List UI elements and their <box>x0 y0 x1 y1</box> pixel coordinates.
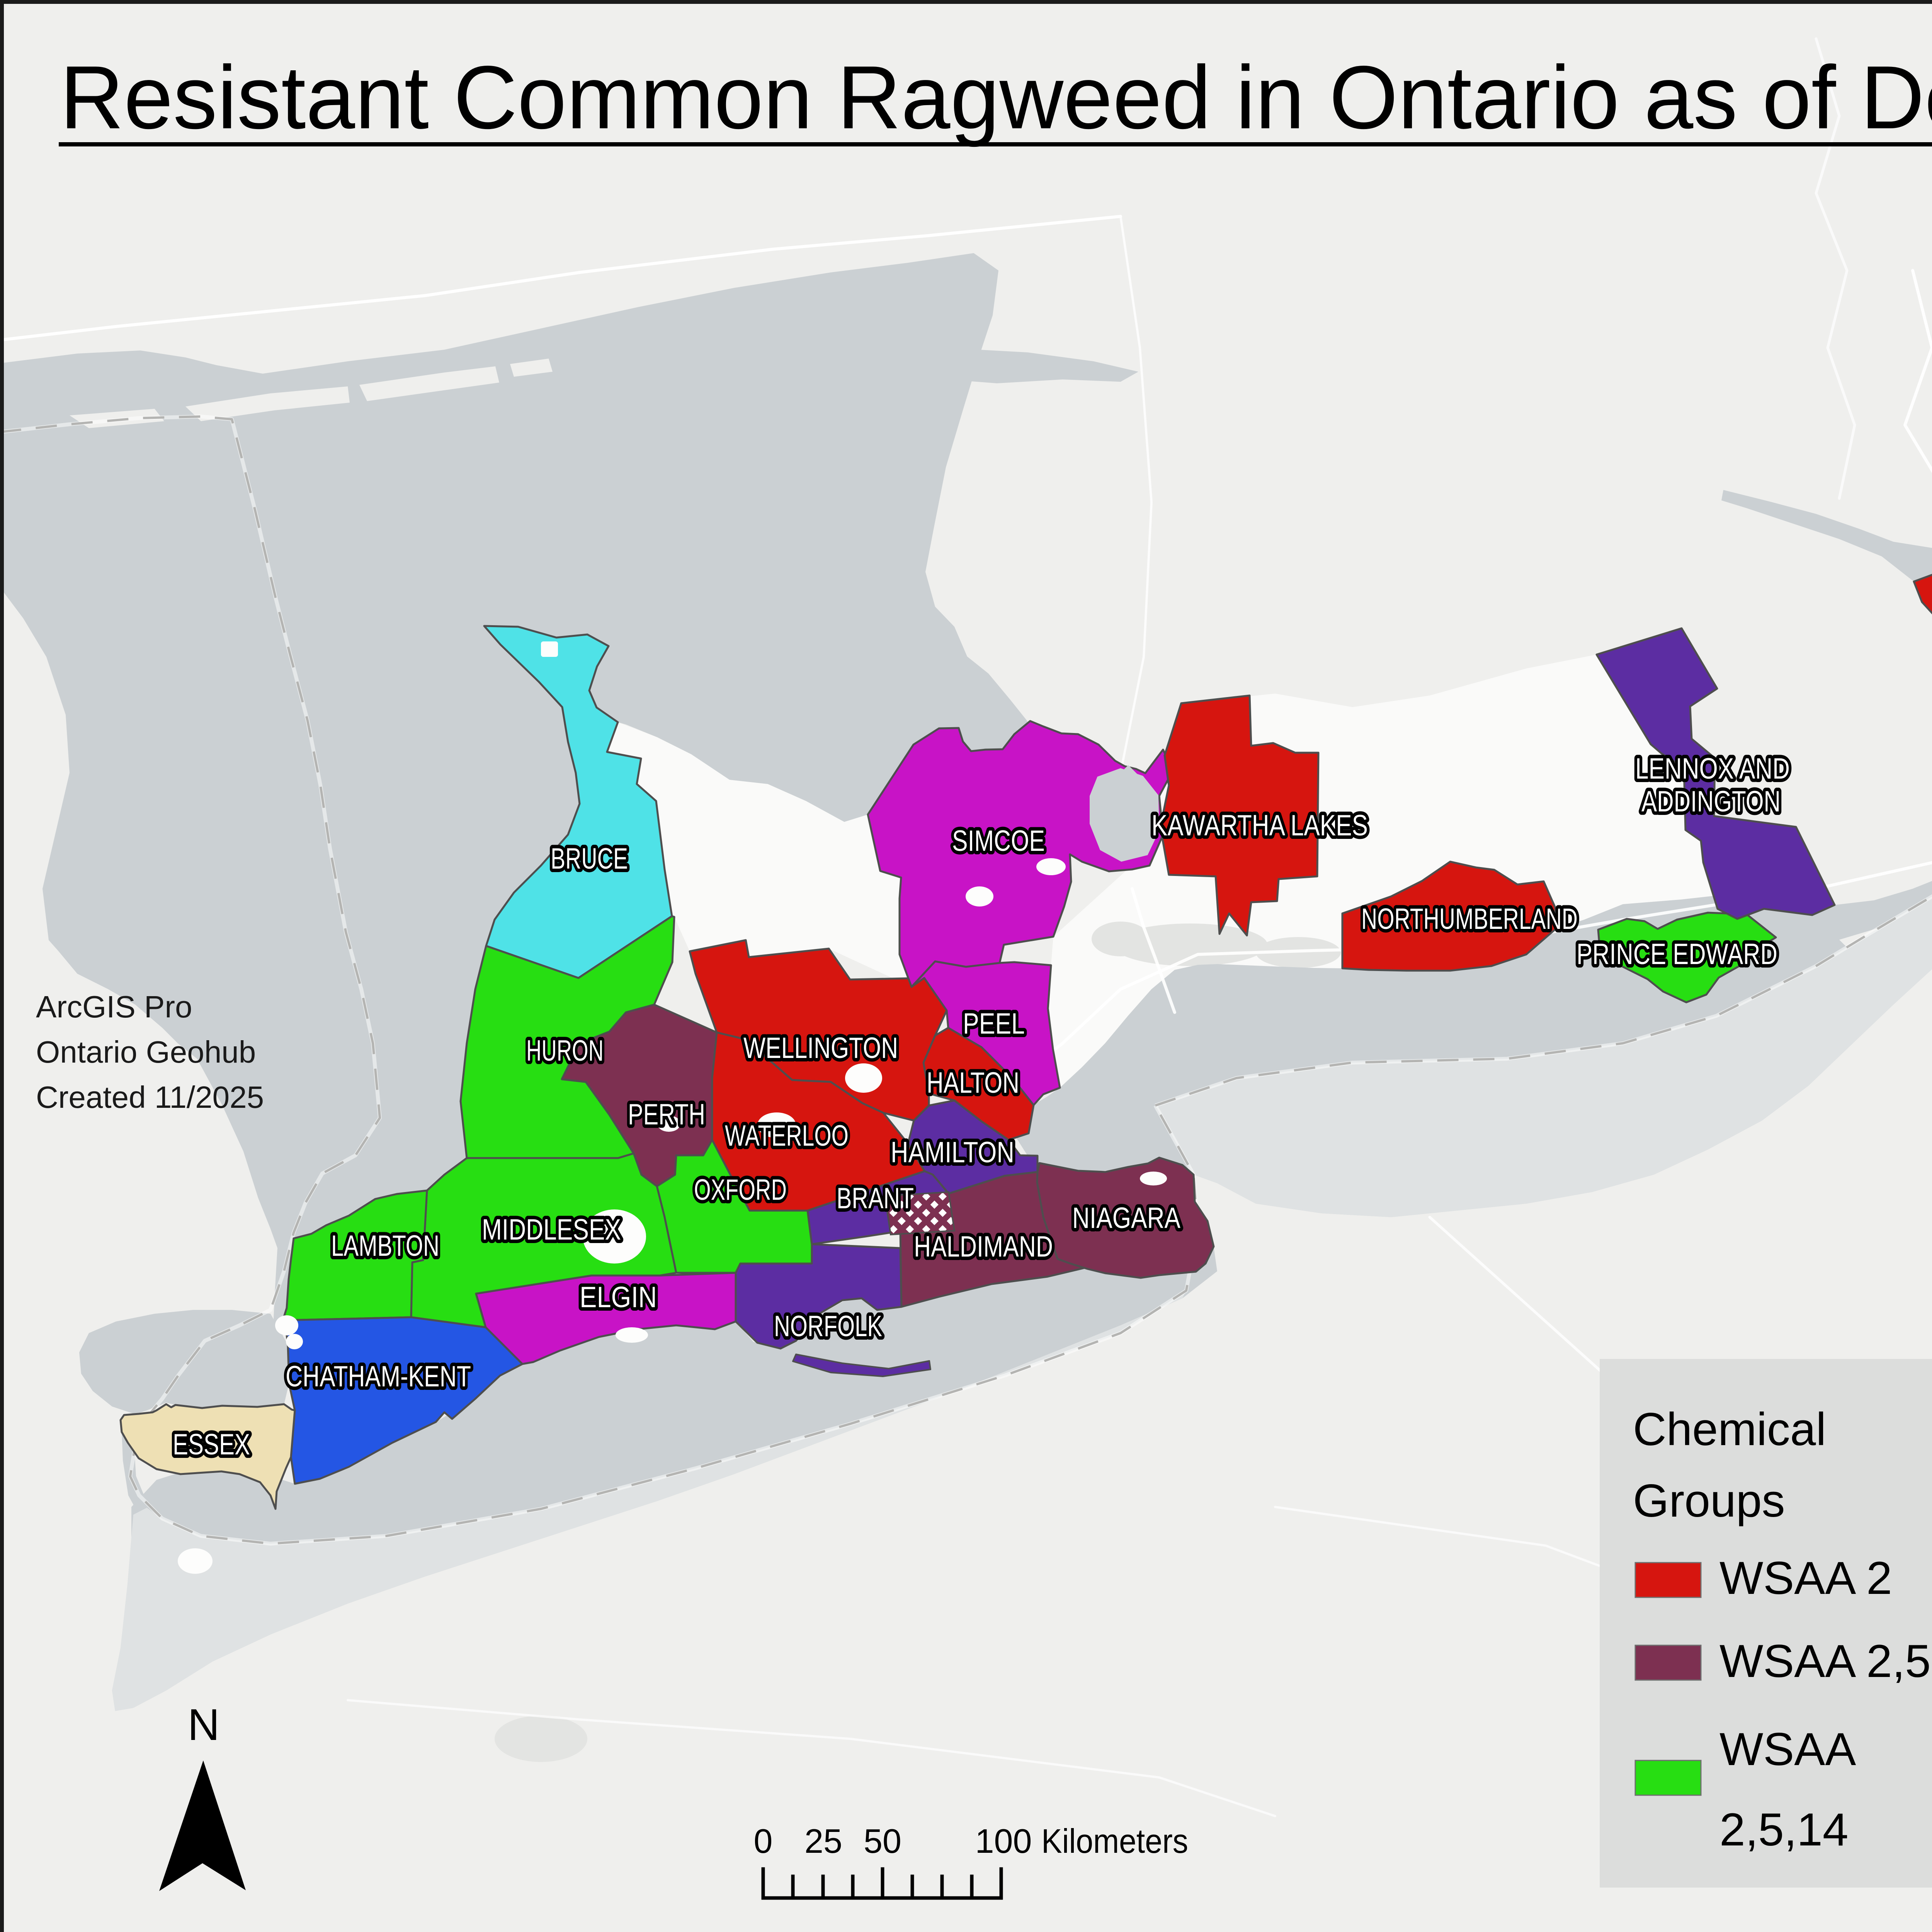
svg-text:BRUCE: BRUCE <box>551 842 628 875</box>
svg-text:PEEL: PEEL <box>963 1007 1025 1040</box>
svg-text:ELGIN: ELGIN <box>580 1281 657 1314</box>
svg-text:100: 100 <box>975 1822 1032 1860</box>
svg-text:WSAA 2: WSAA 2 <box>1719 1552 1892 1604</box>
svg-text:ADDINGTON: ADDINGTON <box>1641 785 1781 818</box>
svg-text:PRINCE EDWARD: PRINCE EDWARD <box>1577 938 1777 971</box>
svg-text:NIAGARA: NIAGARA <box>1072 1202 1180 1235</box>
svg-text:2,5,14: 2,5,14 <box>1719 1804 1849 1855</box>
svg-text:Resistant Common Ragweed in On: Resistant Common Ragweed in Ontario as o… <box>60 48 1932 148</box>
svg-text:ESSEX: ESSEX <box>173 1428 250 1461</box>
svg-text:N: N <box>187 1700 219 1750</box>
svg-text:BRANT: BRANT <box>837 1182 914 1215</box>
svg-text:Created 11/2025: Created 11/2025 <box>36 1080 264 1114</box>
svg-text:WATERLOO: WATERLOO <box>725 1119 849 1152</box>
svg-text:HALDIMAND: HALDIMAND <box>914 1230 1053 1263</box>
svg-text:Ontario Geohub: Ontario Geohub <box>36 1035 256 1069</box>
svg-text:HURON: HURON <box>526 1034 604 1067</box>
svg-text:SIMCOE: SIMCOE <box>952 825 1045 857</box>
svg-text:LAMBTON: LAMBTON <box>331 1230 439 1262</box>
svg-text:WELLINGTON: WELLINGTON <box>743 1032 898 1065</box>
svg-text:Kilometers: Kilometers <box>1041 1822 1188 1860</box>
svg-text:OXFORD: OXFORD <box>694 1173 787 1206</box>
svg-text:50: 50 <box>864 1822 901 1860</box>
svg-text:Groups: Groups <box>1633 1475 1785 1527</box>
svg-text:CHATHAM-KENT: CHATHAM-KENT <box>286 1360 471 1393</box>
svg-text:WSAA 2,5: WSAA 2,5 <box>1719 1635 1931 1687</box>
svg-text:NORTHUMBERLAND: NORTHUMBERLAND <box>1361 903 1578 935</box>
svg-text:ArcGIS Pro: ArcGIS Pro <box>36 990 192 1024</box>
svg-text:KAWARTHA LAKES: KAWARTHA LAKES <box>1151 809 1368 842</box>
svg-text:25: 25 <box>804 1822 842 1860</box>
svg-text:PERTH: PERTH <box>628 1098 705 1131</box>
svg-text:NORFOLK: NORFOLK <box>774 1310 882 1343</box>
svg-text:Chemical: Chemical <box>1633 1403 1826 1455</box>
svg-text:HALTON: HALTON <box>927 1066 1019 1099</box>
svg-text:MIDDLESEX: MIDDLESEX <box>482 1213 621 1246</box>
svg-text:HAMILTON: HAMILTON <box>891 1136 1014 1169</box>
svg-text:LENNOX AND: LENNOX AND <box>1635 752 1790 785</box>
svg-text:0: 0 <box>754 1822 773 1860</box>
svg-text:WSAA: WSAA <box>1719 1723 1856 1775</box>
